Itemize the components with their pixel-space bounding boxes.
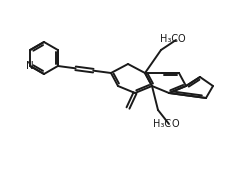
Text: O: O (178, 34, 186, 44)
Text: O: O (171, 119, 179, 129)
Text: N: N (26, 61, 34, 71)
Text: H₃C: H₃C (153, 119, 171, 129)
Text: H₃C: H₃C (160, 34, 178, 44)
